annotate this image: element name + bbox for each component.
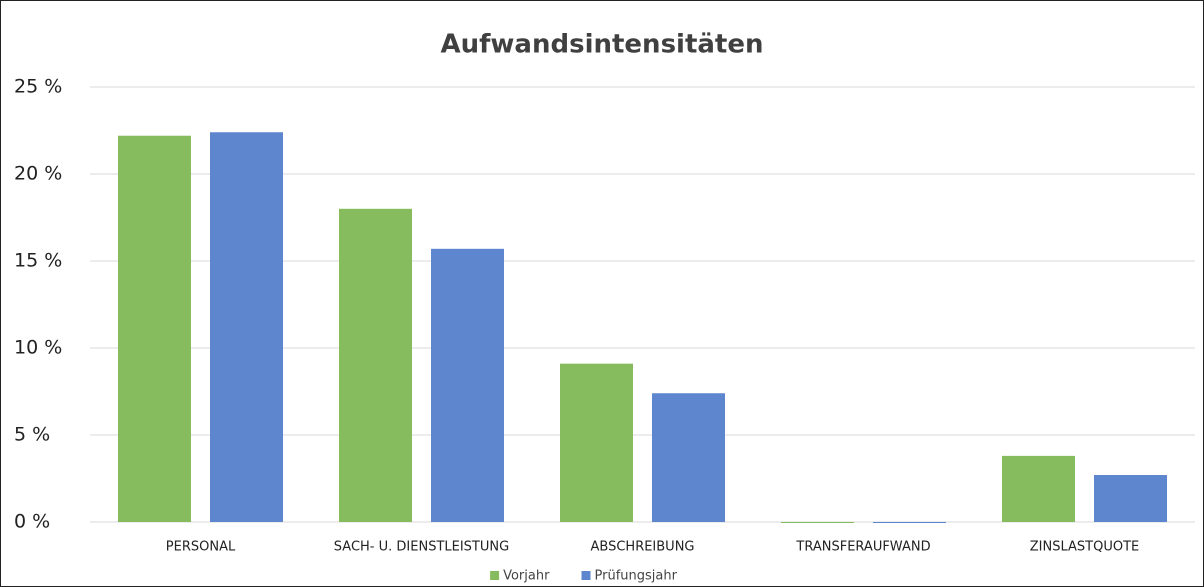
legend-swatch <box>581 571 591 580</box>
y-tick-label: 25 % <box>14 76 62 98</box>
bar <box>1002 455 1075 522</box>
y-tick-label: 20 % <box>14 163 62 185</box>
bar <box>652 393 725 522</box>
x-tick-label: PERSONAL <box>166 540 236 555</box>
y-tick-label: 10 % <box>14 337 62 359</box>
legend-swatch <box>490 571 500 580</box>
legend-label: Prüfungsjahr <box>595 569 678 584</box>
x-tick-label: SACH- U. DIENSTLEISTUNG <box>334 540 509 555</box>
bar <box>873 522 946 523</box>
x-tick-label: TRANSFERAUFWAND <box>795 540 930 555</box>
bar <box>210 132 283 523</box>
bar <box>560 363 633 522</box>
x-tick-label: ABSCHREIBUNG <box>591 540 695 555</box>
bar <box>431 248 504 522</box>
y-tick-label: 0 % <box>14 511 50 533</box>
chart-title: Aufwandsintensitäten <box>440 30 763 60</box>
bar <box>1094 475 1167 522</box>
x-tick-label: ZINSLASTQUOTE <box>1030 540 1139 555</box>
bar <box>339 208 412 523</box>
y-tick-label: 5 % <box>14 424 50 446</box>
bar <box>781 522 854 523</box>
bar <box>118 135 191 522</box>
y-tick-label: 15 % <box>14 250 62 272</box>
legend-label: Vorjahr <box>503 569 550 584</box>
